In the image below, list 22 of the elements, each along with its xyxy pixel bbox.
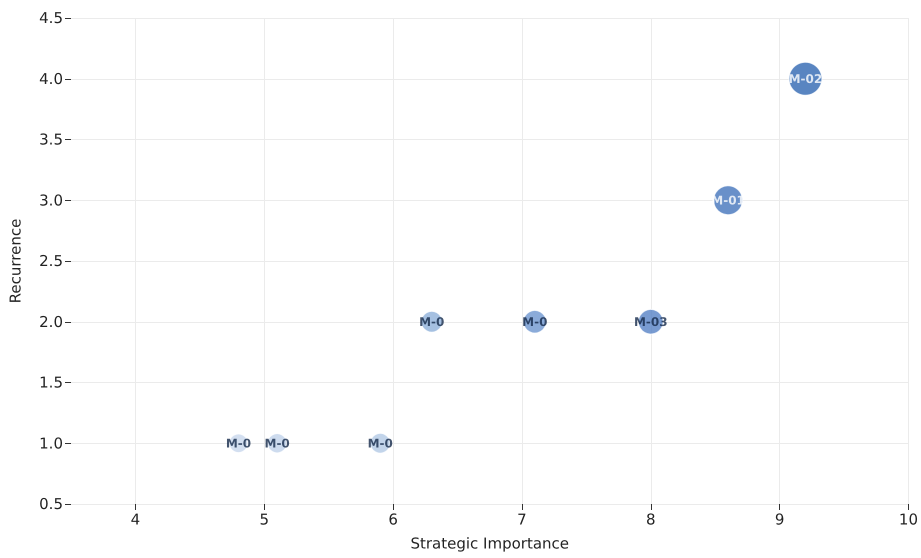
- y-axis-title: Recurrence: [6, 218, 24, 304]
- data-label: M-0: [368, 436, 393, 450]
- data-label: M-0: [264, 436, 290, 450]
- data-label: M-02: [788, 72, 822, 86]
- y-tick-label: 1.5: [39, 374, 63, 392]
- y-tick-label: 0.5: [39, 495, 63, 513]
- y-tick-label: 4.0: [39, 70, 63, 88]
- x-tick-label: 4: [130, 510, 140, 528]
- y-tick-label: 3.0: [39, 191, 63, 210]
- x-axis-title: Strategic Importance: [410, 534, 569, 552]
- x-tick-label: 10: [898, 510, 918, 528]
- x-tick-label: 9: [774, 510, 784, 528]
- y-tick-label: 2.0: [39, 312, 63, 331]
- y-tick-label: 1.0: [39, 434, 63, 452]
- x-tick-label: 5: [259, 510, 270, 528]
- x-tick-label: 6: [388, 510, 398, 528]
- y-tick-label: 2.5: [39, 252, 63, 270]
- y-tick-label: 3.5: [39, 130, 63, 148]
- x-tick-label: 8: [646, 510, 656, 528]
- y-tick-label: 4.5: [39, 9, 63, 27]
- data-label: M-0: [226, 436, 252, 450]
- x-tick-label: 7: [517, 510, 527, 528]
